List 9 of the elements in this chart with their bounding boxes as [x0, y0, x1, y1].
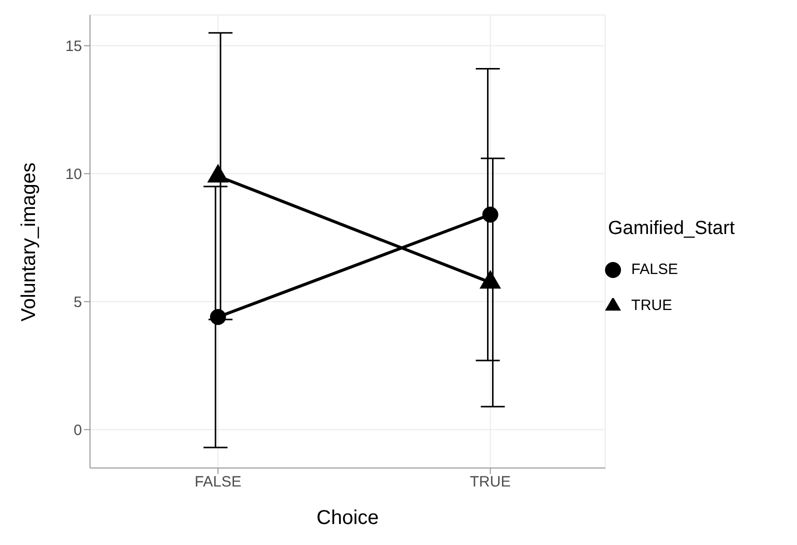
legend-title: Gamified_Start — [608, 218, 735, 240]
y-tick-label: 5 — [74, 294, 82, 311]
x-axis-title: Choice — [316, 507, 379, 529]
y-tick-label: 10 — [65, 166, 82, 184]
y-tick-label: 15 — [65, 38, 82, 56]
legend-label: FALSE — [631, 261, 678, 278]
y-tick-label: 0 — [74, 422, 82, 439]
y-axis-title: Voluntary_images — [18, 162, 40, 322]
legend-label: TRUE — [631, 297, 672, 314]
